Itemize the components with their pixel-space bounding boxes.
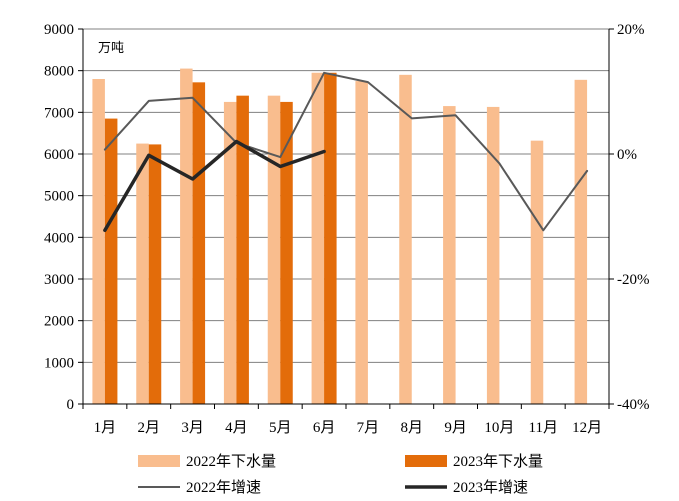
grid-layer bbox=[83, 28, 609, 363]
bar bbox=[311, 72, 325, 404]
axis-layer: 0 1000 2000 3000 4000 5000 6000 7000 8000 9000 -40… bbox=[44, 22, 650, 436]
x-tick-label: 6月 bbox=[313, 420, 336, 436]
bar bbox=[355, 81, 368, 404]
bar bbox=[136, 143, 149, 405]
right-tick-label: 20% bbox=[617, 22, 645, 38]
bar bbox=[148, 144, 162, 404]
bar bbox=[574, 79, 588, 404]
bar bbox=[324, 72, 337, 404]
bar bbox=[92, 79, 105, 404]
bar bbox=[530, 140, 544, 404]
bar-layer bbox=[92, 68, 588, 405]
bar bbox=[223, 101, 237, 405]
left-tick-label: 3000 bbox=[44, 272, 74, 288]
x-tick-label: 1月 bbox=[94, 420, 117, 436]
bar bbox=[486, 106, 500, 405]
x-tick-label: 9月 bbox=[444, 420, 467, 436]
left-tick-label: 9000 bbox=[44, 22, 74, 38]
right-tick-label: -20% bbox=[617, 272, 650, 288]
left-tick-label: 0 bbox=[67, 397, 75, 413]
left-tick-label: 1000 bbox=[44, 355, 74, 371]
x-tick-label: 10月 bbox=[484, 420, 514, 436]
left-tick-label: 6000 bbox=[44, 147, 74, 163]
legend-label: 2022年增速 bbox=[186, 479, 261, 496]
series-line bbox=[103, 139, 326, 233]
left-tick-label: 5000 bbox=[44, 189, 74, 205]
left-tick-label: 8000 bbox=[44, 64, 74, 80]
bar bbox=[267, 95, 281, 405]
legend-swatch bbox=[138, 455, 180, 467]
bar bbox=[443, 106, 456, 404]
left-tick-label: 2000 bbox=[44, 314, 74, 330]
bar bbox=[280, 101, 293, 405]
x-tick-label: 2月 bbox=[137, 420, 160, 436]
x-tick-label: 7月 bbox=[357, 420, 380, 436]
right-tick-label: 0% bbox=[617, 147, 637, 163]
x-tick-label: 4月 bbox=[225, 420, 248, 436]
left-tick-label: 7000 bbox=[44, 105, 74, 121]
x-tick-label: 5月 bbox=[269, 420, 292, 436]
legend-label: 2023年增速 bbox=[453, 479, 528, 496]
x-tick-label: 12月 bbox=[572, 420, 602, 436]
legend-label: 2023年下水量 bbox=[453, 453, 543, 470]
left-tick-label: 4000 bbox=[44, 230, 74, 246]
x-tick-label: 11月 bbox=[529, 420, 558, 436]
legend-swatch bbox=[405, 455, 447, 467]
legend: 2022年下水量 2023年下水量 2022年增速 2023年增速 bbox=[138, 453, 543, 496]
bar bbox=[236, 95, 249, 405]
unit-label: 万吨 bbox=[98, 41, 124, 56]
right-tick-label: -40% bbox=[617, 397, 650, 413]
legend-label: 2022年下水量 bbox=[186, 453, 276, 470]
bar bbox=[104, 118, 118, 404]
x-tick-label: 8月 bbox=[400, 420, 423, 436]
x-tick-label: 3月 bbox=[181, 420, 204, 436]
bar bbox=[180, 68, 193, 404]
bar bbox=[192, 82, 206, 404]
bar bbox=[399, 74, 412, 404]
line-layer bbox=[103, 71, 589, 233]
series-line bbox=[103, 71, 589, 232]
